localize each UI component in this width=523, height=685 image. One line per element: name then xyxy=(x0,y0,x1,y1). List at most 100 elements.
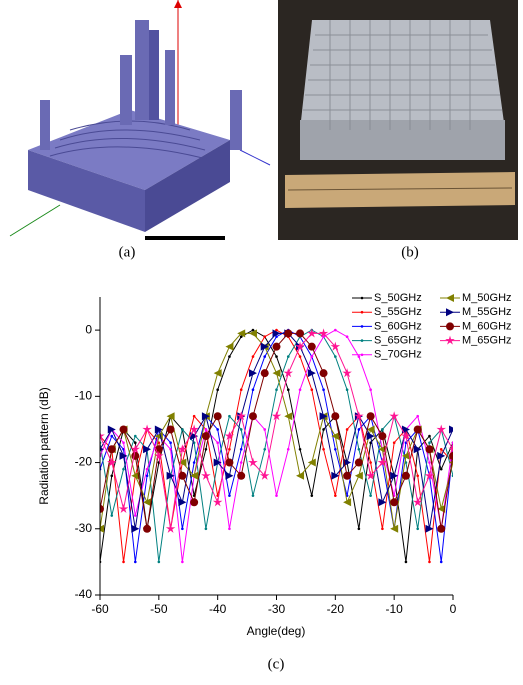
panel-label: (a) xyxy=(119,244,136,260)
x-tick-label: -10 xyxy=(385,602,403,616)
marker xyxy=(296,329,305,338)
marker xyxy=(404,560,408,564)
marker xyxy=(177,444,188,454)
marker xyxy=(284,329,293,338)
marker xyxy=(248,329,257,338)
marker xyxy=(166,412,175,421)
marker xyxy=(239,428,243,431)
marker xyxy=(134,560,137,564)
marker xyxy=(263,428,267,431)
marker xyxy=(449,425,453,434)
marker xyxy=(334,328,337,332)
marker xyxy=(236,411,246,421)
marker xyxy=(260,369,269,378)
marker xyxy=(237,471,246,480)
marker xyxy=(377,457,388,467)
marker xyxy=(286,355,290,358)
legend-label: M_65GHz xyxy=(462,335,512,347)
y-tick-label: -40 xyxy=(75,587,93,601)
marker xyxy=(190,432,199,441)
marker xyxy=(275,355,278,358)
marker xyxy=(166,471,175,480)
marker xyxy=(178,498,187,507)
marker xyxy=(251,494,255,497)
marker xyxy=(204,448,208,451)
marker xyxy=(263,335,267,339)
series-line xyxy=(100,332,453,529)
marker xyxy=(119,451,128,460)
legend-label: M_60GHz xyxy=(462,320,512,332)
marker xyxy=(100,524,104,533)
marker xyxy=(122,560,125,564)
y-tick-label: 0 xyxy=(85,322,92,336)
marker xyxy=(334,494,337,497)
marker xyxy=(154,425,163,434)
marker xyxy=(310,355,314,358)
marker xyxy=(192,414,196,418)
marker xyxy=(413,445,422,454)
marker xyxy=(178,471,187,480)
marker xyxy=(345,335,349,339)
panel-a-image xyxy=(0,0,271,240)
marker xyxy=(331,432,340,441)
series-line xyxy=(100,329,453,562)
marker xyxy=(369,461,372,464)
y-tick-label: -10 xyxy=(75,389,93,403)
marker xyxy=(169,448,172,451)
x-tick-label: -40 xyxy=(209,602,227,616)
marker xyxy=(343,498,352,507)
marker xyxy=(213,369,222,378)
marker xyxy=(216,441,219,444)
marker xyxy=(451,441,453,444)
series-line xyxy=(100,329,453,562)
marker xyxy=(225,471,234,480)
series-line xyxy=(100,332,453,529)
marker xyxy=(354,458,363,467)
marker xyxy=(439,448,443,451)
marker xyxy=(225,342,234,351)
marker xyxy=(298,448,302,451)
marker xyxy=(189,424,199,434)
series-line xyxy=(100,332,453,529)
marker xyxy=(131,471,140,480)
marker xyxy=(181,428,184,431)
marker xyxy=(307,369,316,378)
marker xyxy=(307,342,316,351)
marker xyxy=(334,355,337,358)
marker xyxy=(100,447,104,452)
x-axis-label: Angle(deg) xyxy=(247,624,306,638)
y-tick-label: -20 xyxy=(75,455,93,469)
marker xyxy=(286,388,290,392)
marker xyxy=(263,355,267,358)
marker xyxy=(143,498,152,507)
marker xyxy=(100,431,105,441)
marker xyxy=(169,441,172,444)
marker xyxy=(201,412,210,421)
x-tick-label: -60 xyxy=(91,602,109,616)
marker xyxy=(365,470,376,480)
panel-b-image xyxy=(278,0,518,240)
marker xyxy=(331,471,340,480)
marker xyxy=(286,448,290,451)
marker xyxy=(190,498,199,507)
marker xyxy=(228,355,231,358)
marker xyxy=(275,335,278,339)
marker xyxy=(390,498,399,507)
marker xyxy=(390,524,399,533)
y-tick-label: -30 xyxy=(75,521,93,535)
panel-label: (c) xyxy=(268,656,285,672)
marker xyxy=(354,471,363,480)
marker xyxy=(322,428,325,431)
marker xyxy=(366,425,375,434)
legend-marker xyxy=(446,308,454,317)
marker xyxy=(118,503,129,513)
marker xyxy=(100,504,104,513)
y-axis-label: Radiation pattern (dB) xyxy=(37,387,51,504)
marker xyxy=(275,328,278,332)
marker xyxy=(413,425,422,434)
marker xyxy=(354,411,364,421)
marker xyxy=(322,388,325,392)
marker xyxy=(166,425,175,434)
marker xyxy=(239,335,243,339)
